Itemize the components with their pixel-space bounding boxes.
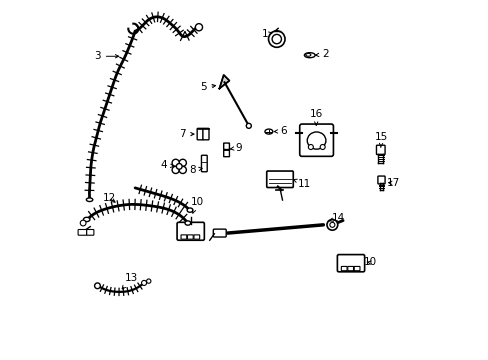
FancyBboxPatch shape: [337, 255, 364, 272]
Ellipse shape: [306, 132, 325, 149]
Ellipse shape: [305, 53, 310, 56]
FancyBboxPatch shape: [223, 150, 229, 157]
FancyBboxPatch shape: [203, 129, 208, 140]
Circle shape: [179, 159, 186, 166]
Text: 8: 8: [189, 165, 202, 175]
Text: 9: 9: [230, 143, 242, 153]
Text: 13: 13: [122, 273, 138, 289]
Ellipse shape: [83, 217, 90, 222]
FancyBboxPatch shape: [194, 235, 199, 239]
FancyBboxPatch shape: [197, 129, 203, 140]
Circle shape: [271, 35, 281, 44]
Ellipse shape: [86, 198, 93, 202]
Circle shape: [329, 222, 334, 227]
Text: 10: 10: [190, 197, 203, 213]
Text: 6: 6: [274, 126, 286, 136]
Circle shape: [195, 24, 202, 31]
Text: 12: 12: [102, 193, 115, 203]
Text: 10: 10: [363, 257, 376, 267]
FancyBboxPatch shape: [377, 176, 384, 184]
Ellipse shape: [264, 129, 272, 134]
Circle shape: [268, 31, 285, 47]
Circle shape: [176, 163, 182, 169]
FancyBboxPatch shape: [86, 229, 94, 235]
Text: 15: 15: [374, 132, 387, 148]
Text: 3: 3: [94, 51, 119, 61]
FancyBboxPatch shape: [266, 171, 293, 188]
Circle shape: [179, 166, 186, 174]
FancyBboxPatch shape: [353, 266, 359, 271]
Text: 11: 11: [292, 179, 311, 189]
FancyBboxPatch shape: [187, 235, 193, 239]
Text: 5: 5: [200, 82, 215, 93]
Circle shape: [172, 166, 179, 174]
Circle shape: [146, 279, 151, 283]
FancyBboxPatch shape: [347, 266, 353, 271]
FancyBboxPatch shape: [78, 229, 86, 235]
FancyBboxPatch shape: [181, 235, 186, 239]
Circle shape: [142, 280, 146, 285]
Circle shape: [320, 144, 325, 149]
Circle shape: [246, 123, 251, 129]
Text: 14: 14: [328, 213, 345, 222]
Text: 17: 17: [386, 178, 400, 188]
Circle shape: [326, 220, 337, 230]
Circle shape: [172, 159, 179, 166]
FancyBboxPatch shape: [201, 155, 207, 172]
FancyBboxPatch shape: [177, 222, 204, 240]
Text: 4: 4: [160, 160, 174, 170]
Ellipse shape: [187, 208, 192, 212]
Circle shape: [308, 144, 313, 149]
FancyBboxPatch shape: [213, 229, 226, 237]
FancyBboxPatch shape: [341, 266, 346, 271]
Polygon shape: [219, 75, 229, 89]
FancyBboxPatch shape: [223, 143, 229, 149]
FancyBboxPatch shape: [299, 124, 333, 156]
Text: 1: 1: [262, 30, 272, 39]
Ellipse shape: [304, 53, 314, 58]
Text: 7: 7: [179, 129, 194, 139]
FancyBboxPatch shape: [376, 145, 384, 154]
Circle shape: [80, 220, 86, 226]
Ellipse shape: [184, 221, 190, 225]
Text: 2: 2: [315, 49, 328, 59]
Circle shape: [94, 283, 100, 289]
Text: 16: 16: [309, 109, 322, 125]
